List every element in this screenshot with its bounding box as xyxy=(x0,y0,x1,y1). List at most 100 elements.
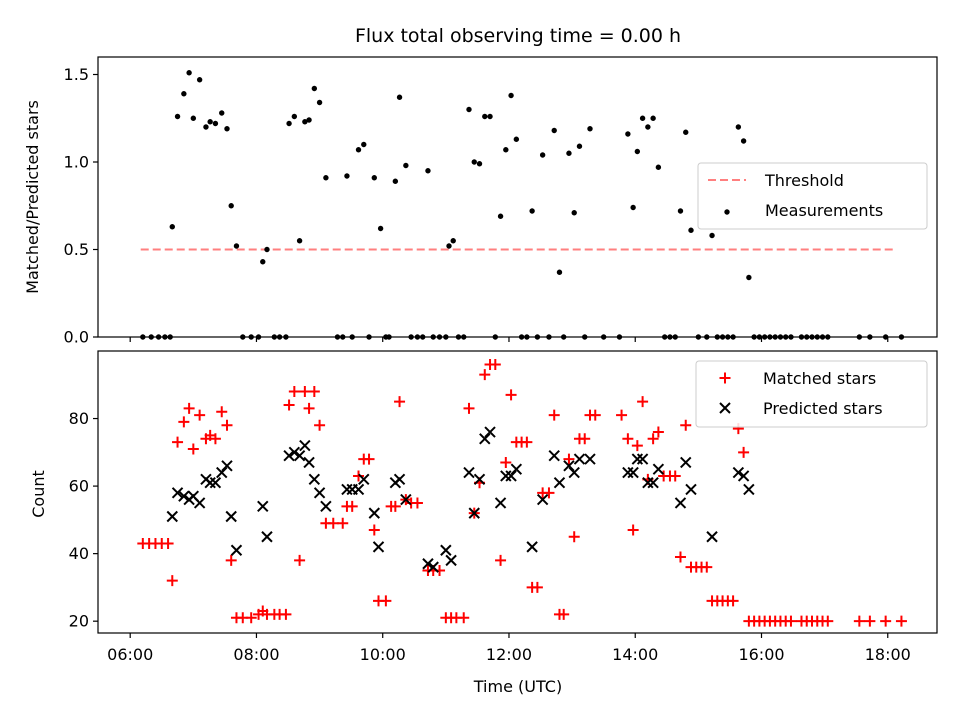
data-point xyxy=(371,175,377,181)
data-point xyxy=(647,433,659,445)
data-point xyxy=(308,473,321,486)
data-point xyxy=(466,106,472,113)
data-point xyxy=(650,115,656,121)
data-point xyxy=(853,615,865,627)
data-point xyxy=(636,453,649,465)
y-tick-label: 1.5 xyxy=(64,65,89,84)
top-y-axis-label: Matched/Predicted stars xyxy=(23,100,42,294)
data-point xyxy=(785,615,797,627)
data-point xyxy=(568,466,580,479)
data-point xyxy=(489,359,501,371)
series-measurements xyxy=(140,70,905,340)
data-point xyxy=(740,138,747,144)
data-point xyxy=(162,538,174,550)
data-point xyxy=(288,386,300,398)
data-point xyxy=(479,369,491,381)
data-point xyxy=(622,466,634,479)
data-point xyxy=(230,544,243,556)
data-point xyxy=(203,124,209,130)
data-point xyxy=(505,389,517,401)
data-point xyxy=(186,70,192,76)
data-point xyxy=(536,493,549,506)
data-point xyxy=(303,456,315,469)
data-point xyxy=(551,127,557,134)
data-point xyxy=(680,419,692,431)
data-point xyxy=(323,175,329,181)
legend-label: Predicted stars xyxy=(763,399,883,418)
data-point xyxy=(440,544,452,556)
data-point xyxy=(450,238,456,244)
data-point xyxy=(261,531,273,543)
data-point xyxy=(316,99,323,106)
data-point xyxy=(422,558,434,570)
data-point xyxy=(688,227,694,233)
data-point xyxy=(510,463,523,475)
data-point xyxy=(709,232,715,239)
data-point xyxy=(579,433,591,445)
data-point xyxy=(471,159,477,165)
x-tick-label: 14:00 xyxy=(612,645,658,664)
data-point xyxy=(627,466,639,479)
data-point xyxy=(539,152,546,158)
data-point xyxy=(573,453,586,465)
data-point xyxy=(727,595,739,607)
data-point xyxy=(224,126,230,132)
data-point xyxy=(880,615,892,627)
data-point xyxy=(630,204,636,211)
data-point xyxy=(372,541,385,553)
data-point xyxy=(225,554,237,566)
data-point xyxy=(280,608,292,620)
data-point xyxy=(313,487,326,499)
data-point xyxy=(219,110,225,116)
data-point xyxy=(543,487,555,499)
data-point xyxy=(576,143,583,149)
data-point xyxy=(531,581,543,593)
data-point xyxy=(327,517,339,529)
data-point xyxy=(568,531,580,543)
data-point xyxy=(738,446,750,458)
legend-box xyxy=(695,360,928,428)
data-point xyxy=(571,210,577,216)
data-point xyxy=(701,561,713,573)
data-point xyxy=(458,612,470,624)
data-point xyxy=(358,473,370,486)
data-point xyxy=(463,466,475,479)
data-point xyxy=(194,409,206,421)
data-point xyxy=(396,94,403,100)
data-point xyxy=(680,456,692,469)
data-point xyxy=(482,113,488,120)
data-point xyxy=(473,473,486,486)
data-point xyxy=(183,402,195,414)
data-point xyxy=(400,493,412,506)
data-point xyxy=(353,470,365,482)
data-point xyxy=(655,164,662,170)
data-point xyxy=(526,541,538,553)
legend-swatch xyxy=(719,402,731,414)
data-point xyxy=(209,433,221,445)
data-point xyxy=(553,477,566,489)
data-point xyxy=(178,490,190,502)
series-matched-stars xyxy=(137,359,907,627)
data-point xyxy=(320,500,332,513)
data-point xyxy=(303,402,315,414)
data-point xyxy=(743,483,755,496)
data-point xyxy=(500,470,512,482)
data-point xyxy=(293,449,306,462)
data-point xyxy=(190,115,197,121)
data-point xyxy=(221,460,233,472)
data-point xyxy=(306,117,312,123)
data-point xyxy=(683,129,689,135)
data-point xyxy=(178,416,190,428)
data-point xyxy=(174,113,181,120)
data-point xyxy=(427,561,439,573)
data-point xyxy=(529,208,535,214)
data-point xyxy=(631,453,644,465)
data-point xyxy=(669,470,681,482)
data-point xyxy=(294,554,306,566)
data-point xyxy=(380,595,392,607)
x-tick-label: 10:00 xyxy=(360,645,406,664)
data-point xyxy=(286,120,292,127)
data-point xyxy=(228,203,234,209)
bottom-x-axis-label: Time (UTC) xyxy=(473,677,562,696)
